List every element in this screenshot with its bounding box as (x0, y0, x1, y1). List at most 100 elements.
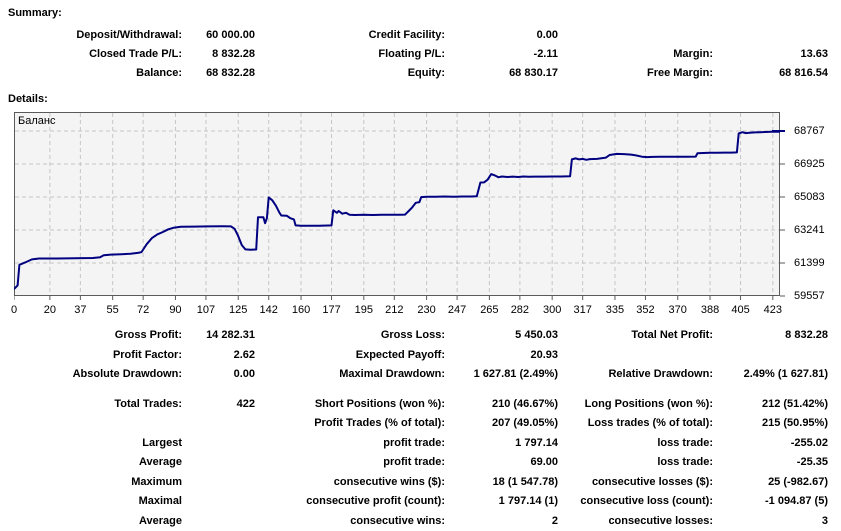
stat-value: 18 (1 547.78) (445, 473, 558, 493)
stat-label: Average (8, 453, 182, 473)
x-tick-label: 142 (252, 304, 286, 317)
stat-value: 14 282.31 (182, 326, 255, 346)
stat-value: -1 094.87 (5) (713, 492, 828, 512)
y-tick-label: 61399 (794, 257, 838, 270)
stat-value: 0.00 (182, 365, 255, 385)
stat-value: 13.63 (713, 45, 828, 64)
stat-label: Floating P/L: (255, 45, 445, 64)
stat-label: profit trade: (255, 434, 445, 454)
stat-label: Free Margin: (558, 64, 713, 83)
stat-value: 210 (46.67%) (445, 395, 558, 415)
stat-value: 1 797.14 (445, 434, 558, 454)
stat-value: 422 (182, 395, 255, 415)
stat-label: Maximum (8, 473, 182, 493)
stat-value: 1 797.14 (1) (445, 492, 558, 512)
stat-value: 0.00 (445, 26, 558, 45)
x-tick-label: 177 (315, 304, 349, 317)
stat-value: 3 (713, 512, 828, 531)
stat-label: Largest (8, 434, 182, 454)
stat-label: Equity: (255, 64, 445, 83)
stat-label: Long Positions (won %): (558, 395, 713, 415)
stat-label: Average (8, 512, 182, 531)
stat-label: Short Positions (won %): (255, 395, 445, 415)
y-tick-label: 63241 (794, 224, 838, 237)
x-tick-label: 317 (566, 304, 600, 317)
stat-value (182, 473, 255, 493)
stat-value: 2.49% (1 627.81) (713, 365, 828, 385)
stat-value: 2 (445, 512, 558, 531)
stat-value: 60 000.00 (182, 26, 255, 45)
stat-value: 215 (50.95%) (713, 414, 828, 434)
x-tick-label: 0 (0, 304, 31, 317)
stat-label: Closed Trade P/L: (8, 45, 182, 64)
x-tick-label: 335 (598, 304, 632, 317)
x-tick-label: 37 (63, 304, 97, 317)
stat-label: consecutive wins ($): (255, 473, 445, 493)
stat-label (558, 346, 713, 366)
stat-label: loss trade: (558, 453, 713, 473)
stat-label: Expected Payoff: (255, 346, 445, 366)
x-tick-label: 107 (189, 304, 223, 317)
x-tick-label: 125 (221, 304, 255, 317)
stat-label (8, 414, 182, 434)
details-heading: Details: (8, 92, 836, 107)
stat-label: Profit Trades (% of total): (255, 414, 445, 434)
x-tick-label: 230 (410, 304, 444, 317)
stat-label: Gross Profit: (8, 326, 182, 346)
stat-value (182, 492, 255, 512)
stat-value (182, 512, 255, 531)
x-tick-label: 160 (284, 304, 318, 317)
x-tick-label: 90 (158, 304, 192, 317)
stat-label: consecutive losses ($): (558, 473, 713, 493)
stat-value: 2.62 (182, 346, 255, 366)
stat-value: 1 627.81 (2.49%) (445, 365, 558, 385)
x-tick-label: 300 (535, 304, 569, 317)
y-tick-label: 66925 (794, 158, 838, 171)
stat-value: 5 450.03 (445, 326, 558, 346)
x-tick-label: 370 (661, 304, 695, 317)
x-tick-label: 72 (126, 304, 160, 317)
stat-value: -255.02 (713, 434, 828, 454)
stat-value (182, 434, 255, 454)
stat-label: Balance: (8, 64, 182, 83)
stat-value: 68 816.54 (713, 64, 828, 83)
stat-value: -25.35 (713, 453, 828, 473)
stat-value (182, 414, 255, 434)
y-tick-label: 59557 (794, 290, 838, 303)
stat-label: Profit Factor: (8, 346, 182, 366)
x-tick-label: 247 (440, 304, 474, 317)
x-tick-label: 282 (503, 304, 537, 317)
stat-label: Total Net Profit: (558, 326, 713, 346)
stat-label: consecutive loss (count): (558, 492, 713, 512)
x-tick-label: 195 (347, 304, 381, 317)
stat-label: Deposit/Withdrawal: (8, 26, 182, 45)
stat-value: 212 (51.42%) (713, 395, 828, 415)
stat-value (713, 346, 828, 366)
stat-value: 68 830.17 (445, 64, 558, 83)
stat-label: Absolute Drawdown: (8, 365, 182, 385)
stat-value: 25 (-982.67) (713, 473, 828, 493)
x-tick-label: 423 (756, 304, 790, 317)
x-tick-label: 20 (33, 304, 67, 317)
stat-value: 8 832.28 (713, 326, 828, 346)
stat-label: consecutive losses: (558, 512, 713, 531)
summary-heading: Summary: (8, 6, 836, 21)
stat-value: 20.93 (445, 346, 558, 366)
stat-label: Margin: (558, 45, 713, 64)
stat-label: Relative Drawdown: (558, 365, 713, 385)
stat-label: Credit Facility: (255, 26, 445, 45)
x-tick-label: 352 (628, 304, 662, 317)
x-tick-label: 405 (724, 304, 758, 317)
x-tick-label: 388 (693, 304, 727, 317)
x-tick-label: 212 (377, 304, 411, 317)
balance-chart-plot (14, 112, 786, 301)
stat-label: Loss trades (% of total): (558, 414, 713, 434)
stat-value: -2.11 (445, 45, 558, 64)
stat-label: Gross Loss: (255, 326, 445, 346)
stat-value (713, 26, 828, 45)
stat-label (558, 26, 713, 45)
